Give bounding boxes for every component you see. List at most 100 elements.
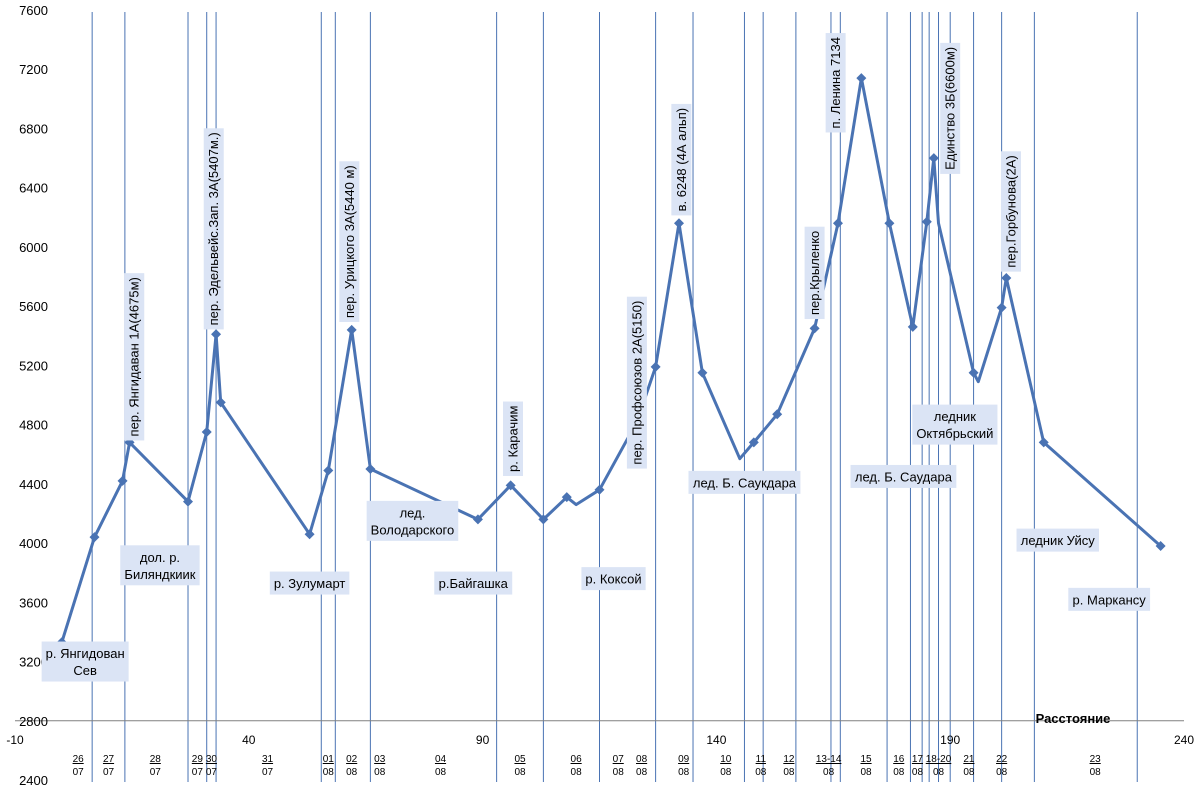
- place-label-box: [120, 545, 200, 586]
- elevation-marker: [561, 492, 572, 503]
- pass-label: пер. Янгидаван 1А(4675м): [124, 273, 145, 441]
- date-month-label: 07: [206, 767, 218, 778]
- elevation-marker: [928, 153, 939, 164]
- elevation-marker: [996, 302, 1007, 313]
- date-day-label: 15: [860, 754, 872, 765]
- date-day-label: 31: [262, 754, 274, 765]
- pass-label-box: [671, 103, 692, 216]
- place-label-box: [1016, 528, 1099, 552]
- date-month-label: 07: [262, 767, 274, 778]
- date-day-label: 01: [323, 754, 335, 765]
- date-month-label: 08: [571, 767, 583, 778]
- date-month-label: 08: [720, 767, 732, 778]
- date-day-label: 22: [996, 754, 1008, 765]
- place-label-text: р. Маркансу: [1073, 592, 1147, 607]
- pass-label-box: [1000, 151, 1021, 272]
- place-label-text: лед.: [400, 505, 426, 520]
- y-tick-label: 5600: [19, 299, 48, 314]
- place-label-text: р. Янгидован: [46, 646, 125, 661]
- y-tick-label: 6800: [19, 121, 48, 136]
- date-month-label: 08: [860, 767, 872, 778]
- x-tick-label: -10: [6, 733, 24, 747]
- elevation-marker: [1001, 273, 1012, 284]
- place-label-text: лед. Б. Саукдара: [693, 475, 797, 490]
- place-label-text: лед. Б. Саудара: [855, 469, 953, 484]
- date-day-label: 09: [678, 754, 690, 765]
- place-label-box: [581, 567, 646, 591]
- date-month-label: 07: [192, 767, 204, 778]
- place-label: лед. Б. Саукдара: [688, 470, 801, 494]
- date-day-label: 16: [893, 754, 905, 765]
- pass-label: пер.Горбунова(2А): [1000, 151, 1021, 272]
- y-tick-label: 4400: [19, 477, 48, 492]
- place-label: ледник Октябрьский: [912, 404, 998, 445]
- place-label-text: Сев: [73, 663, 97, 678]
- place-label-box: [912, 404, 998, 445]
- date-day-label: 29: [192, 754, 204, 765]
- pass-label-text: пер.Крыленко: [807, 231, 822, 315]
- y-tick-label: 3600: [19, 595, 48, 610]
- place-label-box: [1068, 587, 1151, 611]
- date-day-label: 12: [783, 754, 795, 765]
- date-month-label: 07: [73, 767, 85, 778]
- pass-label-text: пер. Урицкого 3А(5440 м): [342, 165, 357, 318]
- pass-label: Единство 3Б(6600м): [940, 42, 961, 174]
- elevation-marker: [304, 529, 315, 540]
- place-label: лед. Володарского: [366, 500, 459, 541]
- x-tick-label: 90: [476, 733, 490, 747]
- elevation-marker: [1155, 541, 1166, 552]
- place-label-text: Володарского: [371, 522, 455, 537]
- elevation-markers: [56, 73, 1166, 648]
- date-day-label: 06: [571, 754, 583, 765]
- y-tick-label: 2800: [19, 714, 48, 729]
- elevation-marker: [346, 324, 357, 335]
- pass-label-box: [626, 296, 647, 469]
- date-month-label: 08: [1090, 767, 1102, 778]
- date-day-label: 23: [1090, 754, 1102, 765]
- date-month-label: 08: [435, 767, 447, 778]
- pass-label: пер. Урицкого 3А(5440 м): [339, 161, 360, 322]
- elevation-marker: [809, 323, 820, 334]
- elevation-marker: [89, 532, 100, 543]
- elevation-marker: [856, 73, 867, 84]
- pass-label-text: пер. Профсоюзов 2А(5150): [629, 301, 644, 465]
- date-month-label: 08: [346, 767, 358, 778]
- pass-label-text: пер. Янгидаван 1А(4675м): [127, 277, 142, 436]
- elevation-line: [60, 76, 1162, 643]
- date-month-label: 08: [374, 767, 386, 778]
- place-label-box: [269, 571, 350, 595]
- x-tick-label: 140: [706, 733, 726, 747]
- elevation-marker: [650, 361, 661, 372]
- date-month-label: 08: [963, 767, 975, 778]
- y-tick-label: 5200: [19, 358, 48, 373]
- place-label-text: р. Зулумарт: [274, 576, 346, 591]
- date-day-label: 05: [514, 754, 526, 765]
- place-label-text: р.Байгашка: [439, 576, 509, 591]
- pass-label-box: [940, 42, 961, 174]
- day-divider-lines: [91, 12, 1138, 782]
- place-label: р. Маркансу: [1068, 587, 1151, 611]
- elevation-marker: [772, 409, 783, 420]
- y-tick-label: 4800: [19, 418, 48, 433]
- pass-label-box: [825, 33, 846, 133]
- elevation-marker: [183, 496, 194, 507]
- x-tick-label: 190: [940, 733, 960, 747]
- place-label-text: Октябрьский: [916, 426, 993, 441]
- place-label-box: [41, 641, 129, 682]
- y-tick-label: 6000: [19, 240, 48, 255]
- place-label-text: ледник: [934, 409, 977, 424]
- x-tick-label: 240: [1174, 733, 1194, 747]
- date-month-label: 08: [893, 767, 905, 778]
- y-tick-label: 2400: [19, 773, 48, 788]
- date-month-label: 08: [783, 767, 795, 778]
- elevation-marker: [832, 218, 843, 229]
- place-label: лед. Б. Саудара: [850, 464, 957, 488]
- date-labels: 2607270728072907300731070108020803080408…: [73, 754, 1102, 778]
- place-label: р. Янгидован Сев: [41, 641, 129, 682]
- pass-label-text: пер. Эдельвейс.Зап. 3А(5407м.): [206, 132, 221, 325]
- elevation-marker: [884, 218, 895, 229]
- elevation-marker: [538, 514, 549, 525]
- date-day-label: 03: [374, 754, 386, 765]
